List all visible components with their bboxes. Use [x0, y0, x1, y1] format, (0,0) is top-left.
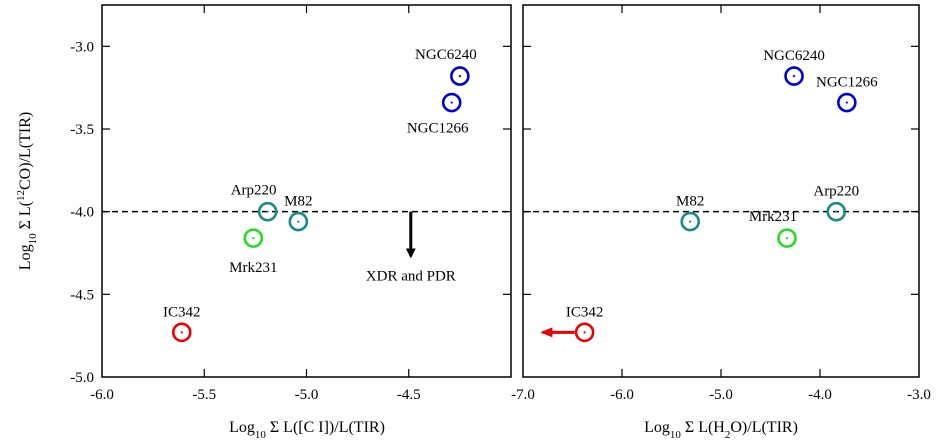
- data-point: [257, 201, 278, 222]
- x-tick-label: -5.0: [295, 387, 319, 403]
- y-tick-label: -3.5: [70, 122, 94, 138]
- data-point: [441, 92, 462, 113]
- point-label: Arp220: [231, 183, 277, 199]
- y-tick-label: -4.0: [70, 205, 94, 221]
- point-label: NGC6240: [763, 48, 825, 64]
- data-point: [574, 322, 595, 343]
- point-label: Arp220: [813, 184, 859, 200]
- data-point-center: [792, 74, 796, 78]
- x-tick-label: -4.5: [397, 387, 421, 403]
- x-axis-label-right: Log10 Σ L(H2O)/L(TIR): [644, 419, 798, 440]
- data-point: [288, 211, 309, 232]
- point-label: NGC6240: [415, 47, 477, 63]
- data-point-center: [689, 220, 692, 223]
- data-point-center: [458, 74, 461, 78]
- y-axis-label: Log10 Σ L(12CO)/L(TIR): [15, 112, 39, 270]
- data-point: [450, 66, 470, 86]
- x-tick-label: -3.0: [907, 387, 931, 403]
- data-point-center: [450, 101, 453, 104]
- data-point: [826, 201, 847, 222]
- x-tick-label: -5.0: [709, 387, 733, 403]
- x-tick-label: -5.5: [192, 387, 216, 403]
- data-point-center: [297, 220, 300, 223]
- point-label: IC342: [163, 304, 201, 320]
- data-point-center: [252, 237, 255, 240]
- data-point-center: [835, 210, 838, 213]
- point-label: M82: [676, 194, 704, 210]
- plot-frame: [522, 4, 920, 378]
- point-label: M82: [284, 194, 312, 210]
- point-label: IC342: [566, 304, 604, 320]
- data-point: [837, 92, 857, 113]
- data-point: [777, 228, 797, 248]
- data-point: [171, 322, 192, 343]
- x-tick-label: -6.0: [90, 387, 114, 403]
- data-point-center: [180, 331, 183, 334]
- data-point: [680, 211, 701, 232]
- x-tick-label: -4.0: [808, 387, 832, 403]
- data-point-center: [785, 237, 789, 240]
- y-tick-label: -4.5: [70, 287, 94, 303]
- x-axis-label-left: Log10 Σ L([C I])/L(TIR): [229, 419, 385, 440]
- y-tick-label: -5.0: [70, 370, 94, 386]
- data-point-center: [266, 210, 269, 213]
- y-tick-label: -3.0: [70, 39, 94, 55]
- x-tick-label: -6.0: [610, 387, 634, 403]
- data-point-center: [845, 101, 848, 104]
- panel-ci: -6.0 -5.5 -5.0 -4.5 -3.0 -3.5 -4.0 -4.5 -5.0 XDR …: [70, 4, 512, 403]
- point-label: NGC1266: [816, 75, 878, 91]
- data-point: [784, 66, 804, 86]
- panel-h2o: -7.0 -6.0 -5.0 -4.0 -3.0 NGC6240 NGC1266 M82 Arp…: [511, 4, 931, 403]
- annotation: XDR and PDR: [366, 269, 456, 285]
- data-point-center: [583, 331, 586, 334]
- x-tick-label: -7.0: [511, 387, 535, 403]
- point-label: Mrk231: [229, 260, 277, 276]
- point-label: Mrk231: [749, 209, 797, 225]
- data-point: [243, 228, 264, 248]
- point-label: NGC1266: [407, 121, 469, 137]
